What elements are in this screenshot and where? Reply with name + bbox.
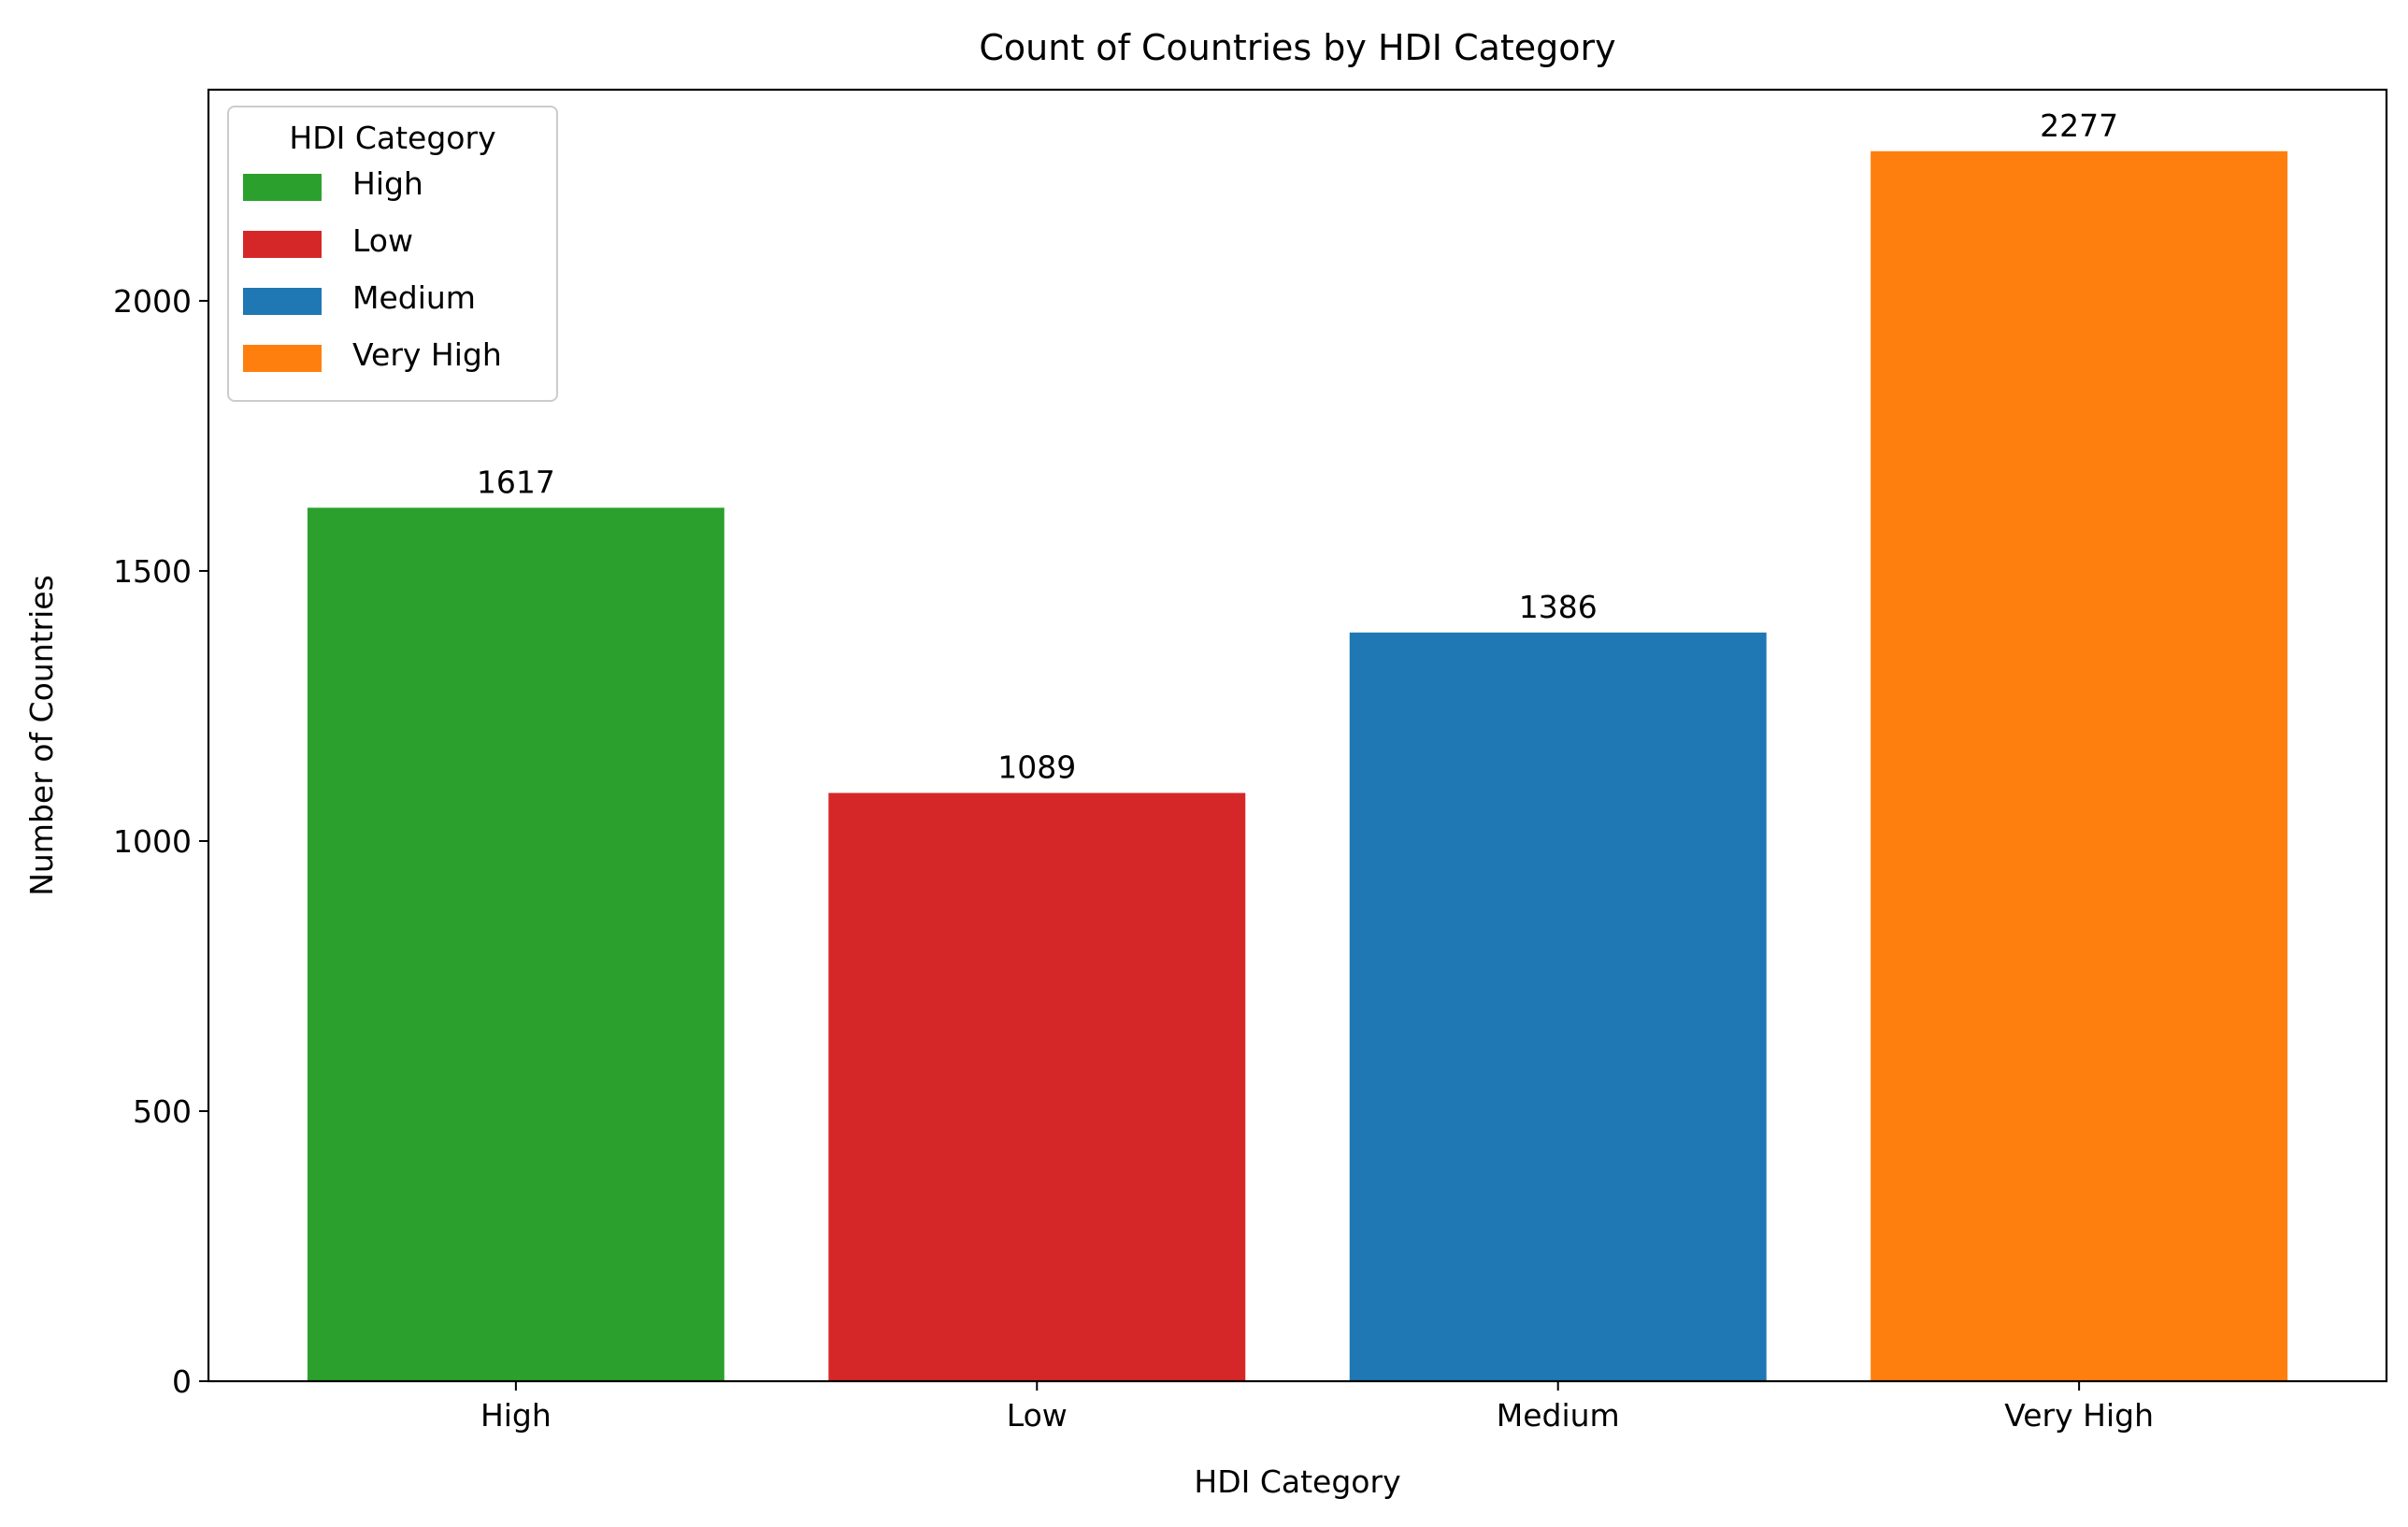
legend-swatch-high (243, 174, 322, 201)
data-label-medium: 1386 (1519, 589, 1598, 625)
data-label-low: 1089 (997, 749, 1076, 786)
legend-title: HDI Category (289, 120, 495, 156)
x-tick-label: High (480, 1397, 552, 1434)
legend: HDI Category High Low Medium Very High (227, 106, 558, 402)
x-axis-ticks: High Low Medium Very High (480, 1381, 2154, 1434)
x-tick-label: Very High (2004, 1397, 2154, 1434)
bar-medium (1349, 632, 1767, 1381)
data-labels-group: 1617 1089 1386 2277 (477, 107, 2118, 786)
bars-group (307, 150, 2288, 1381)
y-axis-ticks: 0 500 1000 1500 2000 (113, 283, 208, 1400)
data-label-very-high: 2277 (2040, 107, 2118, 144)
legend-label-medium: Medium (352, 279, 476, 316)
x-tick-label: Low (1007, 1397, 1068, 1434)
plot-frame (207, 88, 2388, 1383)
y-axis-label: Number of Countries (23, 575, 60, 896)
y-tick-label: 500 (133, 1093, 192, 1130)
legend-swatch-medium (243, 288, 322, 315)
y-tick-label: 0 (172, 1363, 192, 1400)
bar-very-high (1870, 150, 2288, 1381)
data-label-high: 1617 (477, 464, 555, 500)
legend-label-high: High (352, 165, 423, 202)
legend-label-low: Low (352, 222, 413, 259)
bar-low (828, 792, 1246, 1381)
x-tick-label: Medium (1497, 1397, 1620, 1434)
x-axis-label: HDI Category (1194, 1463, 1400, 1500)
y-tick-label: 1500 (113, 553, 192, 590)
legend-swatch-low (243, 231, 322, 258)
y-tick-label: 1000 (113, 823, 192, 860)
y-tick-label: 2000 (113, 283, 192, 320)
chart-title: Count of Countries by HDI Category (979, 27, 1615, 68)
legend-entries: High Low Medium Very High (243, 165, 502, 373)
bar-high (307, 507, 724, 1381)
legend-swatch-very-high (243, 345, 322, 372)
legend-label-very-high: Very High (352, 336, 502, 373)
